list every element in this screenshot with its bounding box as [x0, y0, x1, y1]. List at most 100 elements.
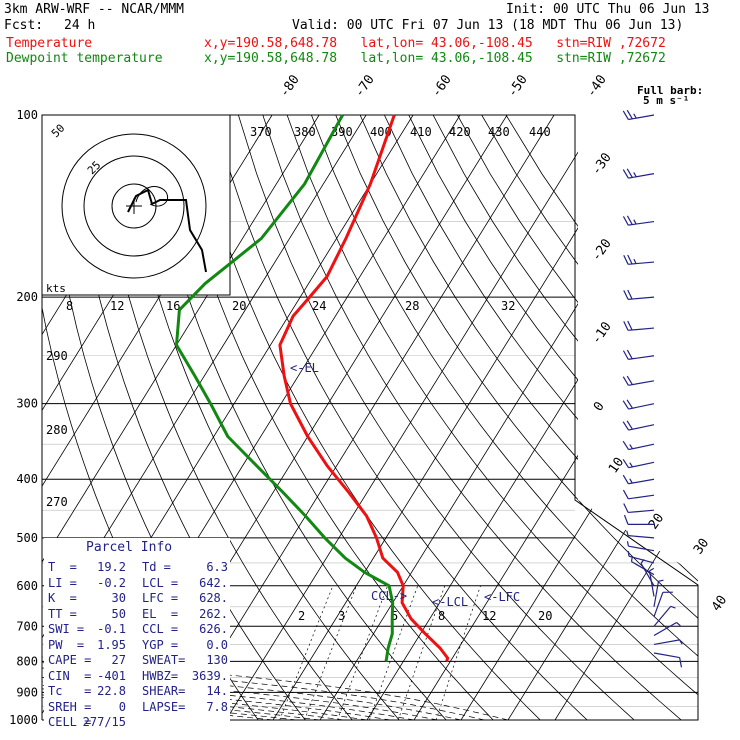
forecast-label: Fcst: [4, 18, 44, 33]
isotherm-label: 20 [646, 511, 667, 532]
wind-barb [623, 320, 655, 331]
parcel-param-label: YGP = [142, 637, 179, 652]
mixing-ratio-label: 5 [391, 609, 398, 623]
level-annotation: CCL-> [371, 589, 407, 603]
parcel-param-value: -0.1 [97, 622, 126, 636]
parcel-param-label: CAPE = [48, 653, 92, 667]
pressure-tick-label: 900 [16, 685, 38, 699]
parcel-param-value: 27 [111, 653, 126, 667]
parcel-param-value: 0 [118, 699, 126, 714]
parcel-param-value: 626. [199, 622, 228, 636]
wind-barb [622, 420, 655, 431]
parcel-param-label: LAPSE= [142, 699, 186, 714]
theta-label: 410 [410, 125, 432, 139]
dry-adiabat [505, 115, 698, 720]
parcel-param-label: K = [48, 591, 77, 605]
isotherm-line [554, 115, 698, 720]
parcel-param-value: 6.3 [206, 560, 228, 574]
dry-adiabat [384, 115, 698, 720]
parcel-param-value: -401 [97, 668, 126, 683]
wind-barb [622, 489, 655, 500]
wind-barb [626, 541, 655, 552]
parcel-param-label: Td = [142, 560, 171, 574]
parcel-param-label: HWBZ= [142, 668, 179, 683]
level-annotation: <-EL [290, 361, 319, 375]
isotherm-label: -60 [429, 72, 455, 100]
parcel-param-label: CELL = [48, 715, 92, 729]
level-annotation: <-LCL [432, 595, 468, 609]
pressure-tick-label: 300 [16, 397, 38, 411]
pressure-tick-label: 400 [16, 472, 38, 486]
parcel-param-value: 1.95 [97, 637, 126, 652]
dry-adiabat-label: 270 [46, 495, 68, 509]
wind-barb [622, 399, 655, 410]
parcel-param-label: TT = [48, 606, 77, 621]
isotherm-line [272, 115, 649, 720]
wind-barb [627, 551, 655, 564]
parcel-param-label: CIN = [48, 668, 92, 683]
mixing-ratio-line [279, 585, 334, 720]
dry-adiabat-label: 290 [46, 349, 68, 363]
parcel-info-row: T = 19.2 Td = 6.3 [48, 560, 230, 576]
dewpoint-legend: Dewpoint temperature [6, 51, 163, 66]
dry-adiabat [213, 115, 588, 720]
pressure-tick-label: 700 [16, 619, 38, 633]
dewpoint-location: x,y=190.58,648.78 lat,lon= 43.06,-108.45… [204, 51, 666, 66]
wind-barb [653, 579, 664, 607]
dewpoint-trace [175, 114, 395, 662]
mixing-ratio-label: 2 [298, 609, 305, 623]
isotherm-line [42, 115, 320, 720]
isotherm-line [413, 115, 698, 720]
parcel-param-value: 22.8 [97, 684, 126, 698]
parcel-param-value: 0.0 [206, 637, 228, 652]
parcel-info-row: CELL = 277/15 [48, 715, 230, 731]
parcel-info-row: K = 30 LFC = 628. [48, 591, 230, 607]
parcel-info-panel: Parcel Info T = 19.2 Td = 6.3 LI = -0.2 LCL = 6… [44, 538, 230, 731]
wind-barb [653, 652, 683, 668]
isotherm-label: -70 [352, 72, 378, 100]
parcel-info-row: PW = 1.95 YGP = 0.0 [48, 638, 230, 654]
wind-barb [626, 530, 655, 539]
theta-label: 440 [529, 125, 551, 139]
hodograph-speed-label: 8 [66, 299, 73, 313]
parcel-info-row: LI = -0.2 LCL = 642. [48, 576, 230, 592]
temperature-location: x,y=190.58,648.78 lat,lon= 43.06,-108.45… [204, 36, 666, 51]
moist-adiabat [42, 296, 485, 720]
init-time: Init: 00 UTC Thu 06 Jun 13 [506, 2, 710, 17]
isotherm-label: 30 [691, 536, 712, 557]
parcel-param-value: 30 [111, 591, 126, 605]
parcel-info-title: Parcel Info [86, 540, 173, 555]
hodograph-speed-label: 32 [501, 299, 515, 313]
pressure-tick-label: 200 [16, 290, 38, 304]
hodograph-speed-label: 28 [405, 299, 419, 313]
pressure-tick-label: 800 [16, 654, 38, 668]
parcel-param-label: LI = [48, 575, 77, 590]
isotherm-label: -10 [589, 319, 615, 347]
wind-barb [622, 375, 655, 386]
dry-adiabat [189, 115, 541, 720]
parcel-param-value: 3639. [191, 668, 228, 683]
parcel-param-value: -0.2 [97, 575, 126, 590]
dry-adiabat [140, 115, 447, 720]
parcel-param-value: 7.8 [206, 699, 228, 714]
wind-barb [623, 514, 654, 525]
temperature-legend: Temperature [6, 36, 93, 51]
parcel-param-label: CCL = [142, 622, 179, 636]
theta-label: 380 [294, 125, 316, 139]
dry-adiabat-label: 280 [46, 423, 68, 437]
parcel-info-row: Tc = 22.8 SHEAR= 14. [48, 684, 230, 700]
parcel-param-label: SHEAR= [142, 684, 186, 698]
parcel-param-label: Tc = [48, 684, 92, 698]
isotherm-label: 40 [709, 593, 730, 614]
pressure-tick-label: 1000 [9, 713, 38, 727]
parcel-param-value: 277/15 [82, 715, 126, 729]
isotherm-label: -30 [589, 150, 615, 178]
dry-adiabat [92, 115, 353, 720]
dry-adiabat [408, 115, 698, 720]
model-title: 3km ARW-WRF -- NCAR/MMM [4, 2, 185, 17]
moist-adiabat [42, 296, 509, 720]
isotherm-line [319, 115, 696, 720]
parcel-param-value: 642. [199, 575, 228, 590]
